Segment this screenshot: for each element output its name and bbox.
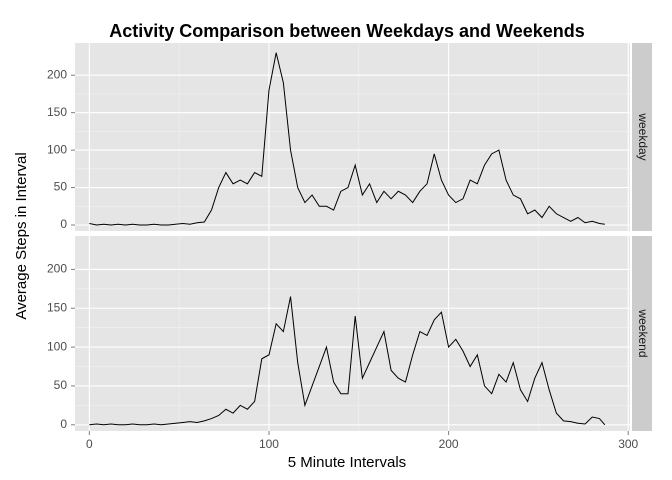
y-tick-label: 100 bbox=[47, 142, 67, 156]
y-tick-label: 0 bbox=[60, 417, 67, 431]
data-line bbox=[89, 296, 606, 426]
panel-background bbox=[75, 43, 630, 231]
x-tick-label: 200 bbox=[439, 437, 459, 451]
x-tick-label: 100 bbox=[259, 437, 279, 451]
y-axis-label: Average Steps in Interval bbox=[13, 152, 30, 319]
strip bbox=[632, 43, 652, 231]
y-tick-label: 200 bbox=[47, 67, 67, 81]
y-tick-label: 150 bbox=[47, 105, 67, 119]
y-tick-label: 100 bbox=[47, 339, 67, 353]
y-tick-label: 0 bbox=[60, 217, 67, 231]
chart-title: Activity Comparison between Weekdays and… bbox=[109, 21, 585, 41]
y-tick-label: 150 bbox=[47, 300, 67, 314]
x-tick-label: 300 bbox=[618, 437, 638, 451]
strip-label: weekday bbox=[636, 112, 650, 160]
data-line bbox=[89, 52, 605, 226]
strip bbox=[632, 236, 652, 431]
x-axis-label: 5 Minute Intervals bbox=[288, 454, 406, 471]
y-tick-label: 50 bbox=[54, 378, 68, 392]
panel-background bbox=[75, 236, 630, 431]
y-tick-label: 50 bbox=[54, 180, 68, 194]
strip-label: weekend bbox=[636, 308, 650, 357]
x-tick-label: 0 bbox=[86, 437, 93, 451]
y-tick-label: 200 bbox=[47, 262, 67, 276]
